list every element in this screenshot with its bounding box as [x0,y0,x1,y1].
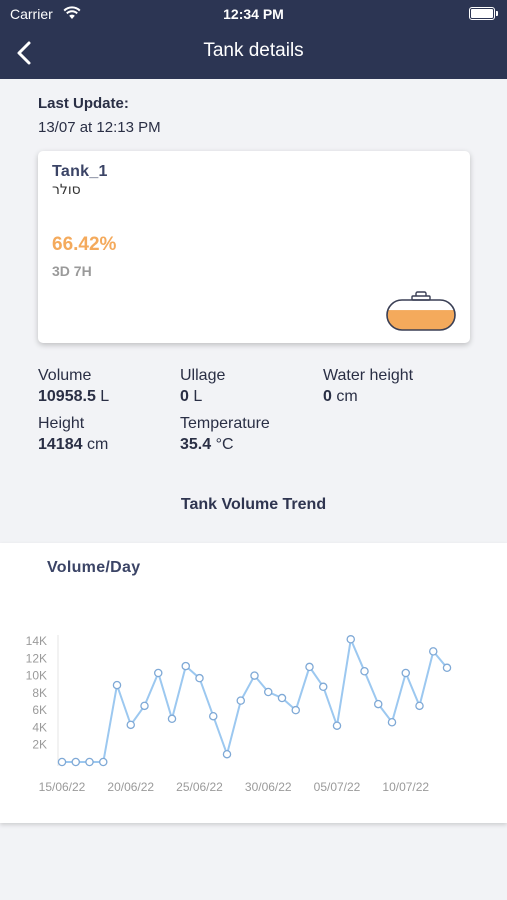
x-tick-label: 25/06/22 [176,780,223,794]
metric-volume: Volume 10958.5 L [38,367,109,406]
metric-temperature-label: Temperature [180,415,270,432]
tank-fill-percent: 66.42% [52,234,117,255]
metric-height-unit: cm [86,436,109,453]
metric-height-value: 14184 [38,436,83,453]
data-point[interactable] [153,668,163,678]
data-point[interactable] [195,673,204,683]
data-point[interactable] [126,720,136,730]
data-point[interactable] [222,749,232,759]
metric-volume-label: Volume [38,367,92,384]
tank-card[interactable]: Tank_1 סולר 66.42% 3D 7H [38,151,470,343]
data-point[interactable] [250,671,259,680]
x-tick-label: 30/06/22 [245,780,292,794]
data-point[interactable] [167,714,177,724]
data-point[interactable] [346,635,355,644]
metric-ullage-value: 0 [180,388,189,405]
data-point[interactable] [291,705,300,715]
metric-temperature: Temperature 35.4 °C [180,415,270,454]
data-point[interactable] [85,757,94,767]
x-tick-label: 05/07/22 [314,780,361,794]
last-update-value: 13/07 at 12:13 PM [38,119,161,136]
x-tick-label: 10/07/22 [382,780,429,794]
status-time: 12:34 PM [223,6,284,22]
data-point[interactable] [99,757,108,767]
data-point[interactable] [373,699,383,709]
metric-water-height-unit: cm [336,388,358,405]
data-point[interactable] [263,687,273,697]
data-point[interactable] [57,757,67,767]
data-point[interactable] [428,647,438,656]
metric-water-height: Water height 0 cm [323,367,413,406]
data-point[interactable] [181,661,190,671]
y-tick-label: 10K [26,669,47,683]
tank-level-icon [386,291,456,331]
metric-ullage-label: Ullage [180,367,226,384]
battery-icon [469,7,498,20]
y-tick-label: 8K [32,686,47,700]
volume-chart-card: 2K 4K 6K 8K 10K 12K 14K 15/06/22 20/06/22 25/06/2… [0,543,507,823]
data-point[interactable] [236,696,245,705]
data-point[interactable] [401,668,410,678]
trend-section-title: Tank Volume Trend [180,496,327,513]
carrier-label: Carrier [10,6,53,22]
tank-fill-level [387,310,455,330]
metric-volume-value: 10958.5 [38,388,96,405]
tank-product: סולר [52,182,81,198]
data-point[interactable] [387,717,397,727]
volume-line-chart: 2K 4K 6K 8K 10K 12K 14K 15/06/22 20/06/22 25/06/2… [26,634,452,794]
metric-temperature-unit: °C [215,436,234,453]
data-point[interactable] [71,757,81,767]
navigation-header: Carrier 12:34 PM Tank details [0,0,507,79]
metric-height-label: Height [38,415,85,432]
data-point[interactable] [332,721,342,730]
data-point[interactable] [112,680,122,690]
metric-water-height-value: 0 [323,388,332,405]
metric-ullage-unit: L [193,388,203,405]
tank-time-remaining: 3D 7H [52,263,92,279]
data-point[interactable] [140,701,149,711]
x-tick-label: 20/06/22 [107,780,154,794]
metric-ullage: Ullage 0 L [180,367,225,406]
tank-name: Tank_1 [52,163,108,180]
x-tick-label: 15/06/22 [39,780,86,794]
page-title: Tank details [203,40,304,61]
y-tick-label: 4K [32,720,47,734]
data-point[interactable] [208,711,218,721]
y-tick-label: 12K [26,651,47,665]
metric-temperature-value: 35.4 [180,436,212,453]
chart-title: Volume/Day [47,559,141,576]
metric-water-height-label: Water height [323,367,414,384]
metric-volume-unit: L [100,388,110,405]
data-point[interactable] [360,667,369,676]
status-bar: Carrier 12:34 PM [0,0,507,28]
metric-height: Height 14184 cm [38,415,108,454]
wifi-icon [63,6,81,19]
data-point[interactable] [442,663,452,673]
data-point[interactable] [415,701,424,711]
back-chevron-icon[interactable] [14,40,36,66]
y-tick-label: 2K [32,738,47,752]
data-point[interactable] [277,693,287,703]
y-tick-label: 14K [26,634,47,648]
data-point[interactable] [305,662,314,672]
y-tick-label: 6K [32,703,47,717]
data-point[interactable] [318,682,328,692]
volume-series-line [62,635,448,763]
last-update-label: Last Update: [38,95,129,112]
